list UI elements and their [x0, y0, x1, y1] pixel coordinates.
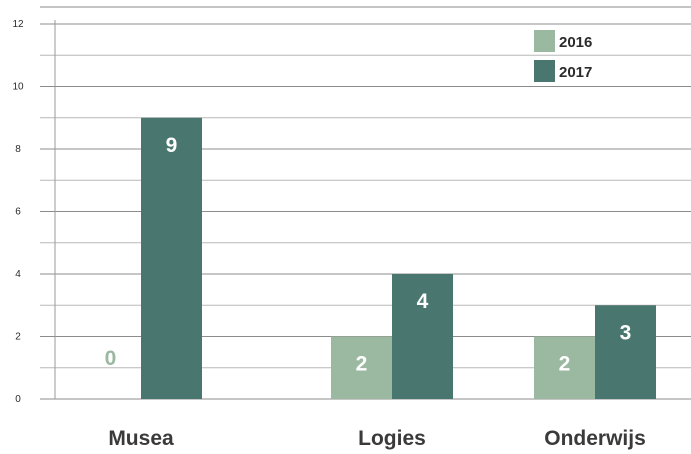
data-label-2017-onderwijs: 3 [620, 321, 632, 344]
data-label-2016-musea: 0 [105, 347, 117, 370]
data-label-2017-musea: 9 [166, 134, 178, 157]
data-label-2016-logies: 2 [356, 353, 368, 376]
category-labels: Musea Logies Onderwijs [108, 427, 645, 450]
y-tick-label: 10 [12, 82, 24, 93]
bar-2017-onderwijs [595, 305, 656, 399]
y-tick-label: 12 [12, 19, 24, 30]
y-tick-label: 8 [15, 144, 21, 155]
y-tick-label: 0 [15, 394, 21, 405]
data-label-2016-onderwijs: 2 [559, 353, 571, 376]
legend-label-2017: 2017 [559, 64, 592, 81]
legend-swatch-2016 [534, 30, 555, 52]
bars [141, 117, 656, 399]
legend-swatch-2017 [534, 60, 555, 82]
category-label-logies: Logies [358, 427, 426, 450]
category-label-musea: Musea [108, 427, 174, 450]
legend: 2016 2017 [534, 30, 592, 82]
y-tick-label: 6 [15, 207, 21, 218]
bar-2017-logies [392, 274, 453, 399]
y-tick-label: 4 [15, 269, 21, 280]
bar-2017-musea [141, 117, 202, 399]
y-tick-label: 2 [15, 332, 21, 343]
value-labels: 0 9 2 4 2 3 [105, 134, 632, 376]
bar-2016-onderwijs [534, 336, 595, 399]
data-label-2017-logies: 4 [417, 290, 429, 313]
category-label-onderwijs: Onderwijs [544, 427, 646, 450]
y-axis-ticks: 0 2 4 6 8 10 12 [12, 19, 24, 405]
legend-label-2016: 2016 [559, 34, 592, 51]
bar-2016-logies [331, 336, 392, 399]
